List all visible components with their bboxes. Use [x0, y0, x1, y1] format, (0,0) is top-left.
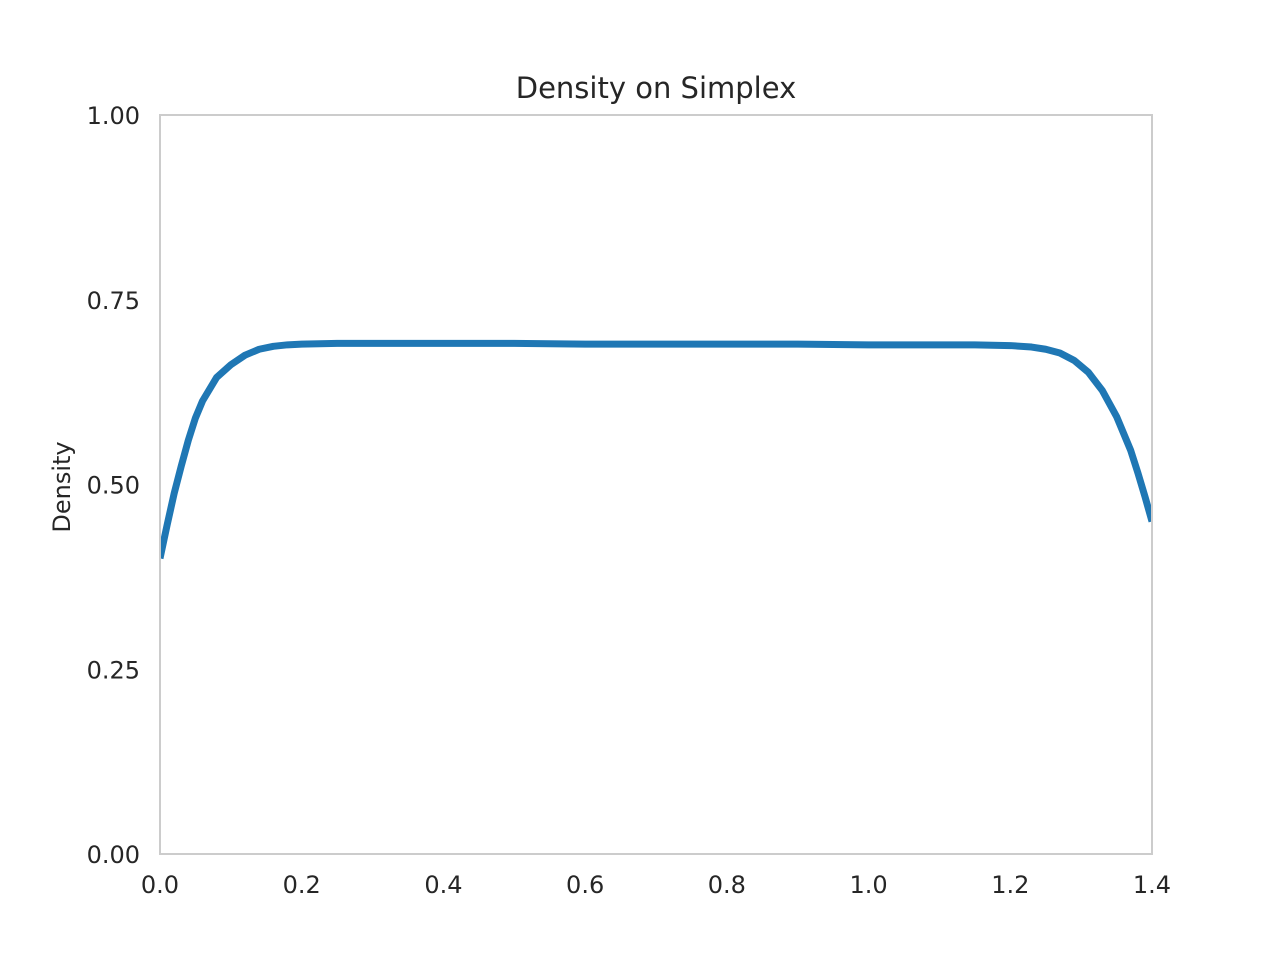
x-tick-label: 1.0	[849, 871, 887, 899]
y-tick-label: 1.00	[87, 102, 140, 130]
y-tick-label: 0.00	[87, 841, 140, 869]
x-tick-label: 0.8	[708, 871, 746, 899]
x-tick-label: 0.2	[283, 871, 321, 899]
x-tick-label: 0.6	[566, 871, 604, 899]
x-tick-label: 1.4	[1133, 871, 1171, 899]
chart-title: Density on Simplex	[516, 71, 796, 105]
y-axis-label: Density	[48, 441, 76, 532]
y-tick-label: 0.25	[87, 656, 140, 684]
series-line-0	[160, 339, 1152, 560]
y-tick-label: 0.50	[87, 472, 140, 500]
plot-frame	[159, 114, 1153, 855]
y-tick-label: 0.75	[87, 287, 140, 315]
x-tick-label: 0.4	[424, 871, 462, 899]
x-tick-label: 0.0	[141, 871, 179, 899]
x-tick-label: 1.2	[991, 871, 1029, 899]
